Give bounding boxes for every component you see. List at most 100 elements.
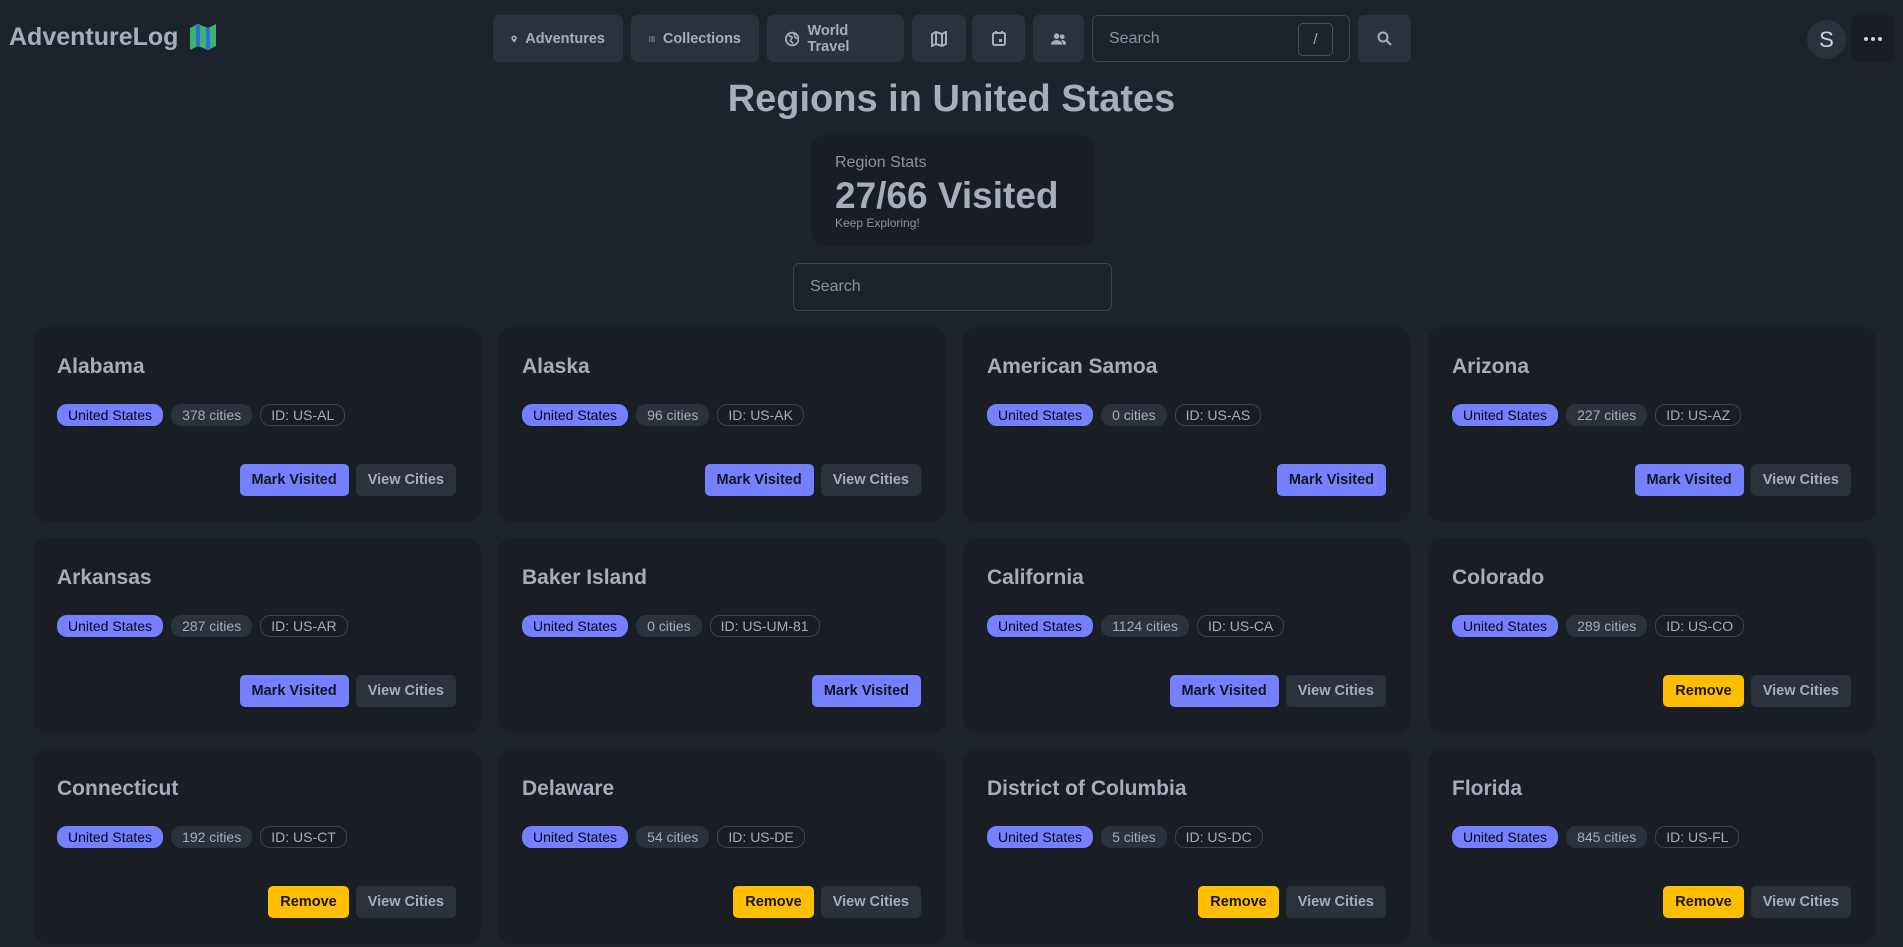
card-actions: Remove View Cities <box>1663 675 1851 707</box>
action-button[interactable]: Remove <box>1663 675 1744 707</box>
badge-row: United States 227 cities ID: US-AZ <box>1452 404 1852 426</box>
action-button[interactable]: Remove <box>268 886 349 918</box>
region-name: Colorado <box>1452 566 1545 589</box>
icon-calendar <box>991 31 1006 46</box>
action-button[interactable]: View Cities <box>820 464 921 496</box>
region-card: Arizona United States 227 cities ID: US-AZ M… <box>1428 327 1876 522</box>
nav-label[interactable]: Adventures <box>525 30 605 47</box>
action-button[interactable]: View Cities <box>1285 886 1386 918</box>
country-badge: United States <box>987 404 1094 426</box>
badge-row: United States 192 cities ID: US-CT <box>57 826 457 848</box>
icon-search <box>1377 31 1392 46</box>
card-actions: Mark Visited View Cities <box>1634 464 1851 496</box>
search-placeholder: Search <box>1109 29 1160 47</box>
id-badge: ID: US-AK <box>717 404 804 426</box>
nav-users[interactable] <box>1033 15 1084 62</box>
id-badge: ID: US-AZ <box>1655 404 1741 426</box>
region-name: Connecticut <box>57 777 179 800</box>
action-button[interactable]: Mark Visited <box>1634 464 1744 496</box>
search-placeholder: Search <box>810 278 861 295</box>
action-button[interactable]: Remove <box>1198 886 1279 918</box>
card-actions: Remove View Cities <box>733 886 921 918</box>
cities-badge: 287 cities <box>171 615 253 637</box>
action-button[interactable]: View Cities <box>1750 886 1851 918</box>
region-name: District of Columbia <box>987 777 1187 800</box>
action-button[interactable]: Remove <box>733 886 814 918</box>
action-button[interactable]: View Cities <box>1750 464 1851 496</box>
action-button[interactable]: View Cities <box>355 464 456 496</box>
action-button[interactable]: Mark Visited <box>239 675 349 707</box>
badge-row: United States 54 cities ID: US-DE <box>522 826 922 848</box>
card-actions: Mark Visited View Cities <box>239 464 456 496</box>
icon-more <box>1864 36 1882 41</box>
region-card: District of Columbia United States 5 citie… <box>963 749 1411 944</box>
country-badge: United States <box>987 826 1094 848</box>
icon-users <box>1051 32 1066 45</box>
country-badge: United States <box>1452 826 1559 848</box>
region-name: American Samoa <box>987 355 1158 378</box>
action-button[interactable]: View Cities <box>1285 675 1386 707</box>
card-actions: Mark Visited View Cities <box>239 675 456 707</box>
id-badge: ID: US-AL <box>260 404 346 426</box>
region-name: Arkansas <box>57 566 152 589</box>
action-button[interactable]: View Cities <box>355 675 456 707</box>
nav-collections[interactable]: Collections <box>631 15 759 62</box>
nav-calendar[interactable] <box>972 15 1025 62</box>
id-badge: ID: US-AS <box>1174 404 1262 426</box>
nav-search[interactable]: Search / <box>1092 15 1350 62</box>
nav-adventures[interactable]: Adventures <box>493 15 623 62</box>
region-card: Connecticut United States 192 cities ID: US… <box>33 749 481 944</box>
region-name: Alabama <box>57 355 145 378</box>
id-badge: ID: US-FL <box>1655 826 1740 848</box>
stat-desc: Keep Exploring! <box>835 216 920 230</box>
nav-label[interactable]: Collections <box>662 30 741 47</box>
region-search[interactable]: Search <box>793 263 1112 311</box>
id-badge: ID: US-UM-81 <box>709 615 820 637</box>
page-title: Regions in United States <box>727 78 1176 120</box>
region-card: Alaska United States 96 cities ID: US-AK Mar… <box>498 327 946 522</box>
region-stats: Region Stats 27/66 Visited Keep Explorin… <box>811 135 1095 246</box>
cities-badge: 845 cities <box>1566 826 1648 848</box>
country-badge: United States <box>987 615 1094 637</box>
cities-badge: 289 cities <box>1566 615 1648 637</box>
badge-row: United States 378 cities ID: US-AL <box>57 404 457 426</box>
action-button[interactable]: Remove <box>1663 886 1744 918</box>
region-name: Florida <box>1452 777 1523 800</box>
action-button[interactable]: View Cities <box>1750 675 1851 707</box>
badge-row: United States 1124 cities ID: US-CA <box>987 615 1387 637</box>
country-badge: United States <box>57 826 164 848</box>
region-name: California <box>987 566 1084 589</box>
more-menu[interactable] <box>1851 15 1895 62</box>
region-card: Baker Island United States 0 cities ID: US-… <box>498 538 946 733</box>
nav-world-travel[interactable]: World Travel <box>767 15 904 62</box>
cities-badge: 0 cities <box>1101 404 1167 426</box>
nav-label[interactable]: World Travel <box>807 22 850 55</box>
action-button[interactable]: Mark Visited <box>239 464 349 496</box>
nav-map[interactable] <box>912 15 966 62</box>
action-button[interactable]: Mark Visited <box>1169 675 1279 707</box>
icon-pin <box>511 34 517 43</box>
card-actions: Mark Visited View Cities <box>704 464 921 496</box>
avatar[interactable]: S <box>1807 20 1846 59</box>
region-card: Alabama United States 378 cities ID: US-AL M… <box>33 327 481 522</box>
brand[interactable]: AdventureLog <box>9 22 218 52</box>
country-badge: United States <box>1452 404 1559 426</box>
action-button[interactable]: View Cities <box>355 886 456 918</box>
brand-name[interactable]: AdventureLog <box>9 22 179 51</box>
country-badge: United States <box>522 404 629 426</box>
id-badge: ID: US-DC <box>1174 826 1263 848</box>
action-button[interactable]: View Cities <box>820 886 921 918</box>
cities-badge: 54 cities <box>636 826 710 848</box>
shortcut-key: / <box>1298 23 1333 56</box>
action-button[interactable]: Mark Visited <box>704 464 814 496</box>
cities-badge: 378 cities <box>171 404 253 426</box>
action-button[interactable]: Mark Visited <box>811 675 921 707</box>
region-name: Baker Island <box>522 566 647 589</box>
card-actions: Mark Visited View Cities <box>1169 675 1386 707</box>
badge-row: United States 0 cities ID: US-AS <box>987 404 1387 426</box>
region-name: Arizona <box>1452 355 1530 378</box>
action-button[interactable]: Mark Visited <box>1276 464 1386 496</box>
stat-title: Region Stats <box>835 154 927 171</box>
search-button[interactable] <box>1358 15 1411 62</box>
